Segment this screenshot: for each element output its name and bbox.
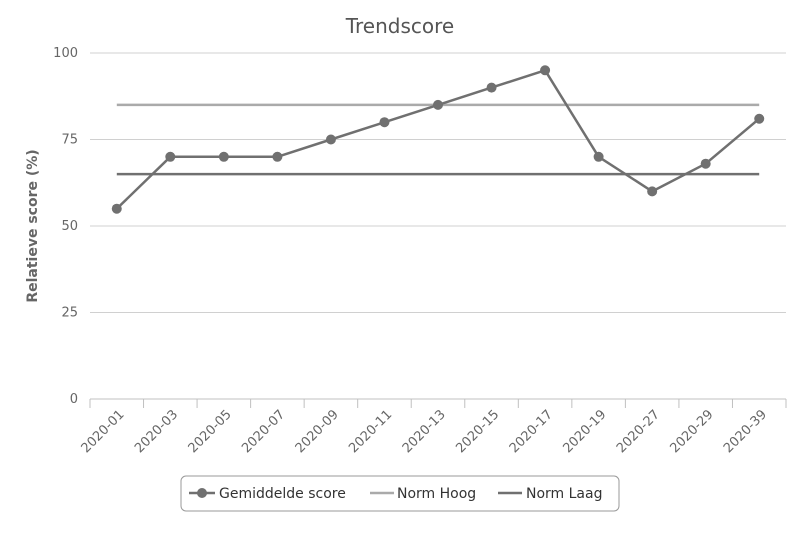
- x-tick-label-2020-01: 2020-01: [79, 407, 128, 456]
- data-point-2020-29: [700, 158, 711, 169]
- legend-label-gemiddelde-score: Gemiddelde score: [219, 486, 346, 502]
- x-tick-label-2020-09: 2020-09: [293, 407, 342, 456]
- x-tick-label-2020-15: 2020-15: [453, 407, 502, 456]
- y-axis-label: Relatieve score (%): [25, 149, 41, 302]
- data-point-2020-07: [272, 151, 283, 162]
- y-tick-label-25: 25: [61, 306, 78, 321]
- x-tick-label-2020-27: 2020-27: [614, 407, 663, 456]
- y-tick-label-0: 0: [70, 392, 78, 407]
- series-group: [111, 65, 765, 214]
- legend-item-norm-laag[interactable]: Norm Laag: [498, 486, 602, 502]
- data-point-2020-05: [218, 151, 229, 162]
- data-point-2020-15: [486, 82, 497, 93]
- chart-title: Trendscore: [345, 14, 454, 38]
- x-tick-label-2020-39: 2020-39: [721, 407, 770, 456]
- x-tick-label-2020-03: 2020-03: [132, 407, 181, 456]
- x-tick-label-2020-29: 2020-29: [667, 407, 716, 456]
- data-point-2020-03: [165, 151, 176, 162]
- data-point-2020-19: [593, 151, 604, 162]
- data-point-2020-17: [540, 65, 551, 76]
- x-tick-label-2020-13: 2020-13: [400, 407, 449, 456]
- legend-item-norm-hoog[interactable]: Norm Hoog: [370, 486, 476, 502]
- y-axis-ticks: 0 25 50 75 100: [53, 46, 78, 407]
- x-tick-label-2020-19: 2020-19: [560, 407, 609, 456]
- x-axis: 2020-01 2020-03 2020-05 2020-07 2020-09 2020-…: [79, 399, 787, 456]
- legend[interactable]: Gemiddelde score Norm Hoog Norm Laag: [180, 475, 620, 512]
- data-point-2020-11: [379, 117, 390, 128]
- x-tick-label-2020-07: 2020-07: [239, 407, 288, 456]
- data-point-2020-39: [754, 113, 765, 124]
- x-tick-label-2020-05: 2020-05: [186, 407, 235, 456]
- data-point-2020-27: [647, 186, 658, 197]
- data-point-2020-01: [111, 203, 122, 214]
- y-tick-label-100: 100: [53, 46, 78, 61]
- legend-label-norm-hoog: Norm Hoog: [397, 486, 476, 502]
- y-tick-label-75: 75: [61, 133, 78, 148]
- y-tick-label-50: 50: [61, 219, 78, 234]
- legend-label-norm-laag: Norm Laag: [526, 486, 602, 502]
- grid-lines: [90, 52, 786, 400]
- x-tick-label-2020-17: 2020-17: [507, 407, 556, 456]
- legend-marker-gemiddelde: [197, 488, 207, 498]
- x-tick-label-2020-11: 2020-11: [346, 407, 395, 456]
- data-point-2020-09: [325, 134, 336, 145]
- legend-item-gemiddelde-score[interactable]: Gemiddelde score: [189, 486, 346, 502]
- legend-box: [180, 475, 620, 512]
- data-point-2020-13: [433, 99, 443, 110]
